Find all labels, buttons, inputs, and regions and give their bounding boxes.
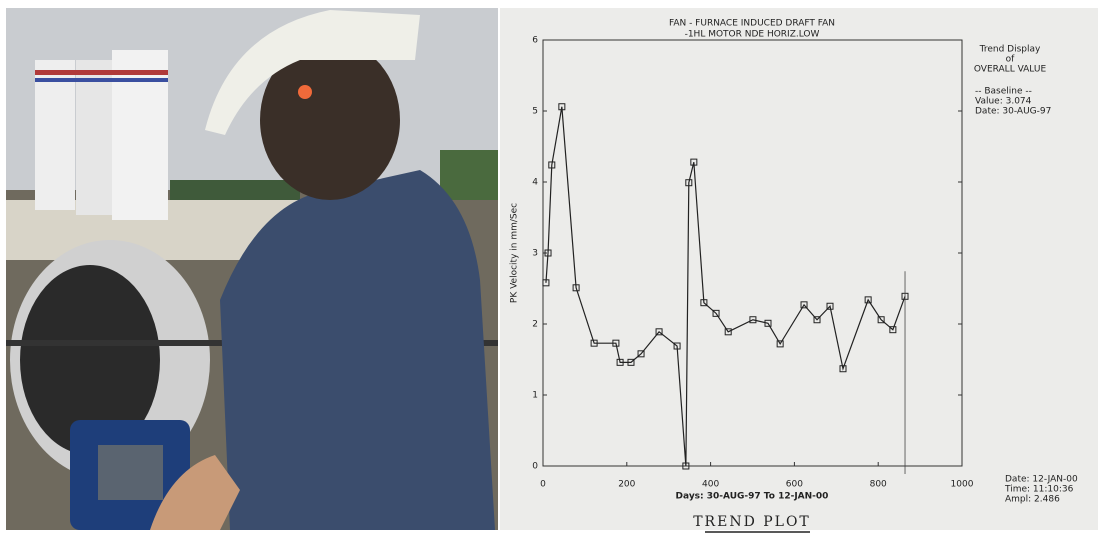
annotation: -- Baseline --	[975, 87, 1032, 97]
point-marker	[764, 319, 772, 327]
x-tick-label: 0	[540, 480, 546, 490]
point-marker	[542, 279, 550, 287]
point-marker	[864, 296, 872, 304]
point-marker	[889, 326, 897, 334]
annotation: Value: 3.074	[975, 97, 1032, 107]
silo	[35, 60, 75, 210]
photo	[6, 8, 498, 530]
point-marker	[616, 358, 624, 366]
point-marker	[682, 462, 690, 470]
point-marker	[724, 328, 732, 336]
point-marker	[612, 339, 620, 347]
point-marker	[572, 284, 580, 292]
x-tick-label: 800	[870, 480, 887, 490]
head	[260, 40, 400, 200]
point-marker	[685, 179, 693, 187]
silo-stripe	[35, 70, 168, 75]
caption: TREND PLOT	[693, 514, 811, 530]
footer-note: Date: 12-JAN-00	[1005, 475, 1078, 485]
point-marker	[637, 350, 645, 358]
point-marker	[690, 158, 698, 166]
point-marker	[813, 316, 821, 324]
point-marker	[839, 365, 847, 373]
y-axis-label: PK Velocity in mm/Sec	[510, 203, 520, 303]
chart-subtitle: -1HL MOTOR NDE HORIZ.LOW	[685, 30, 820, 40]
footer-note: Time: 11:10:36	[1004, 485, 1074, 495]
point-marker	[712, 309, 720, 317]
point-marker	[826, 302, 834, 310]
scan-background	[500, 8, 1098, 530]
trend-chart: FAN - FURNACE INDUCED DRAFT FAN -1HL MOT…	[510, 19, 1078, 533]
trend-line	[545, 106, 906, 467]
point-marker	[749, 316, 757, 324]
x-axis-label: Days: 30-AUG-97 To 12-JAN-00	[676, 492, 829, 502]
y-tick-label: 3	[532, 249, 538, 259]
silo	[76, 60, 112, 215]
point-marker	[877, 316, 885, 324]
point-marker	[655, 328, 663, 336]
point-marker	[776, 340, 784, 348]
y-tick-label: 2	[532, 320, 538, 330]
point-marker	[700, 299, 708, 307]
trees	[440, 150, 498, 200]
chart-title: FAN - FURNACE INDUCED DRAFT FAN	[669, 19, 835, 29]
worker	[220, 170, 495, 530]
x-tick-label: 200	[618, 480, 635, 490]
point-marker	[800, 301, 808, 309]
y-tick-label: 1	[532, 391, 538, 401]
y-tick-label: 0	[532, 462, 538, 472]
footer-note: Ampl: 2.486	[1005, 495, 1060, 505]
point-marker	[548, 161, 556, 169]
trees	[170, 180, 300, 200]
annotation: of	[1006, 55, 1016, 65]
annotation: OVERALL VALUE	[974, 65, 1047, 75]
x-tick-label: 400	[702, 480, 719, 490]
annotation: Date: 30-AUG-97	[975, 107, 1051, 117]
point-marker	[627, 358, 635, 366]
silo-stripe	[35, 78, 168, 82]
point-marker	[673, 342, 681, 350]
y-tick-label: 6	[532, 36, 538, 46]
helmet	[205, 10, 420, 135]
silo	[112, 50, 168, 220]
y-tick-label: 5	[532, 107, 538, 117]
hand	[150, 455, 240, 530]
y-tick-label: 4	[532, 178, 538, 188]
x-tick-label: 600	[786, 480, 803, 490]
point-marker	[544, 249, 552, 257]
fan-motor	[20, 265, 160, 455]
annotation: Trend Display	[979, 45, 1041, 55]
x-tick-label: 1000	[951, 480, 974, 490]
earplug	[298, 85, 312, 99]
point-marker	[590, 339, 598, 347]
analyzer-screen	[98, 445, 163, 500]
point-marker	[558, 103, 566, 111]
